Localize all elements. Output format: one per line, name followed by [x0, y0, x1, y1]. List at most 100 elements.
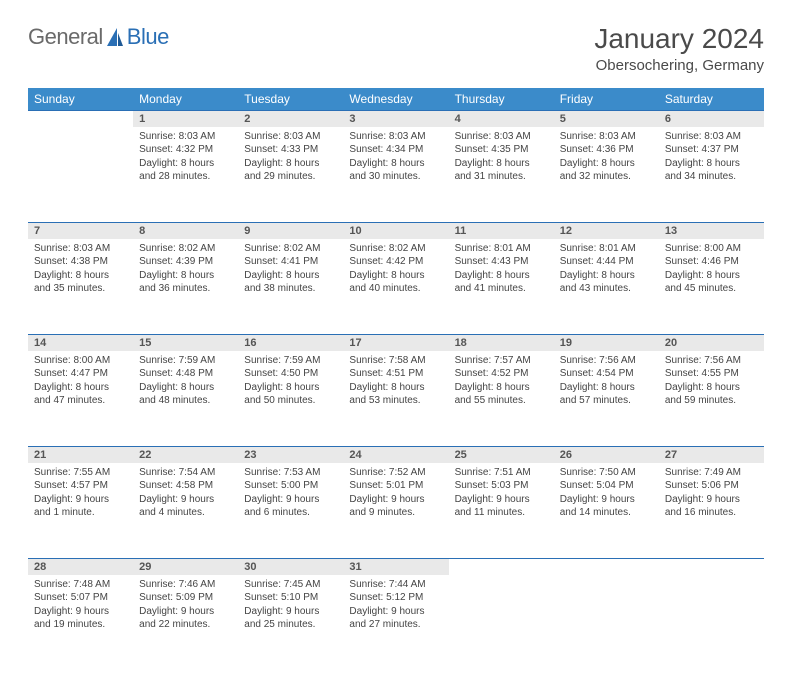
daylight-line: Daylight: 8 hours: [560, 381, 653, 395]
day-content-row: Sunrise: 7:48 AMSunset: 5:07 PMDaylight:…: [28, 575, 764, 670]
daylight-line: and 41 minutes.: [455, 282, 548, 296]
day-cell: Sunrise: 8:03 AMSunset: 4:36 PMDaylight:…: [554, 127, 659, 223]
day-cell: Sunrise: 7:56 AMSunset: 4:55 PMDaylight:…: [659, 351, 764, 447]
day-number-cell: 1: [133, 110, 238, 127]
daylight-line: Daylight: 8 hours: [244, 157, 337, 171]
day-number-row: 14151617181920: [28, 334, 764, 351]
day-cell: Sunrise: 8:03 AMSunset: 4:35 PMDaylight:…: [449, 127, 554, 223]
sunset-line: Sunset: 4:35 PM: [455, 143, 548, 157]
day-number-cell: 14: [28, 334, 133, 351]
daylight-line: Daylight: 8 hours: [455, 157, 548, 171]
daylight-line: and 1 minute.: [34, 506, 127, 520]
daylight-line: and 16 minutes.: [665, 506, 758, 520]
sunrise-line: Sunrise: 7:48 AM: [34, 578, 127, 592]
day-number-cell: 16: [238, 334, 343, 351]
sunrise-line: Sunrise: 8:02 AM: [139, 242, 232, 256]
daylight-line: Daylight: 9 hours: [244, 493, 337, 507]
empty-day-cell: [449, 575, 554, 670]
sunrise-line: Sunrise: 8:01 AM: [455, 242, 548, 256]
daylight-line: Daylight: 8 hours: [455, 269, 548, 283]
sunset-line: Sunset: 5:06 PM: [665, 479, 758, 493]
sunset-line: Sunset: 4:58 PM: [139, 479, 232, 493]
daylight-line: and 34 minutes.: [665, 170, 758, 184]
day-number-cell: 31: [343, 558, 448, 575]
sunset-line: Sunset: 4:55 PM: [665, 367, 758, 381]
day-number-cell: 10: [343, 222, 448, 239]
day-content-row: Sunrise: 8:03 AMSunset: 4:38 PMDaylight:…: [28, 239, 764, 335]
day-header: Tuesday: [238, 88, 343, 111]
day-cell: Sunrise: 7:48 AMSunset: 5:07 PMDaylight:…: [28, 575, 133, 670]
day-number-cell: 11: [449, 222, 554, 239]
day-number-cell: 23: [238, 446, 343, 463]
sunrise-line: Sunrise: 7:44 AM: [349, 578, 442, 592]
logo-sail-icon: [105, 26, 125, 48]
day-cell: Sunrise: 8:00 AMSunset: 4:46 PMDaylight:…: [659, 239, 764, 335]
day-number-cell: 19: [554, 334, 659, 351]
daylight-line: Daylight: 8 hours: [665, 269, 758, 283]
day-cell: Sunrise: 7:50 AMSunset: 5:04 PMDaylight:…: [554, 463, 659, 559]
calendar-table: SundayMondayTuesdayWednesdayThursdayFrid…: [28, 88, 764, 670]
sunrise-line: Sunrise: 8:03 AM: [665, 130, 758, 144]
daylight-line: Daylight: 9 hours: [34, 493, 127, 507]
sunset-line: Sunset: 4:44 PM: [560, 255, 653, 269]
sunrise-line: Sunrise: 7:59 AM: [139, 354, 232, 368]
daylight-line: and 22 minutes.: [139, 618, 232, 632]
sunrise-line: Sunrise: 7:56 AM: [560, 354, 653, 368]
day-cell: Sunrise: 8:03 AMSunset: 4:32 PMDaylight:…: [133, 127, 238, 223]
sunset-line: Sunset: 4:34 PM: [349, 143, 442, 157]
sunrise-line: Sunrise: 8:03 AM: [349, 130, 442, 144]
sunset-line: Sunset: 5:04 PM: [560, 479, 653, 493]
sunrise-line: Sunrise: 7:45 AM: [244, 578, 337, 592]
daylight-line: Daylight: 8 hours: [665, 381, 758, 395]
daylight-line: and 50 minutes.: [244, 394, 337, 408]
day-number-cell: 8: [133, 222, 238, 239]
day-number-cell: 28: [28, 558, 133, 575]
daylight-line: Daylight: 9 hours: [560, 493, 653, 507]
sunset-line: Sunset: 4:43 PM: [455, 255, 548, 269]
daylight-line: and 48 minutes.: [139, 394, 232, 408]
location-label: Obersochering, Germany: [594, 57, 764, 74]
daylight-line: and 31 minutes.: [455, 170, 548, 184]
calendar-page: General Blue January 2024 Obersochering,…: [0, 0, 792, 694]
day-number-cell: 30: [238, 558, 343, 575]
sunset-line: Sunset: 4:47 PM: [34, 367, 127, 381]
day-cell: Sunrise: 7:55 AMSunset: 4:57 PMDaylight:…: [28, 463, 133, 559]
empty-number-cell: [659, 558, 764, 575]
daylight-line: Daylight: 8 hours: [139, 269, 232, 283]
day-cell: Sunrise: 8:03 AMSunset: 4:38 PMDaylight:…: [28, 239, 133, 335]
daylight-line: Daylight: 8 hours: [34, 269, 127, 283]
day-number-cell: 27: [659, 446, 764, 463]
sunset-line: Sunset: 5:07 PM: [34, 591, 127, 605]
sunrise-line: Sunrise: 7:58 AM: [349, 354, 442, 368]
sunset-line: Sunset: 4:37 PM: [665, 143, 758, 157]
sunrise-line: Sunrise: 7:57 AM: [455, 354, 548, 368]
daylight-line: and 57 minutes.: [560, 394, 653, 408]
sunset-line: Sunset: 4:38 PM: [34, 255, 127, 269]
day-number-cell: 24: [343, 446, 448, 463]
day-header: Saturday: [659, 88, 764, 111]
day-header: Wednesday: [343, 88, 448, 111]
daylight-line: Daylight: 9 hours: [665, 493, 758, 507]
day-number-cell: 18: [449, 334, 554, 351]
daylight-line: Daylight: 8 hours: [560, 269, 653, 283]
day-cell: Sunrise: 8:02 AMSunset: 4:42 PMDaylight:…: [343, 239, 448, 335]
day-cell: Sunrise: 7:59 AMSunset: 4:48 PMDaylight:…: [133, 351, 238, 447]
daylight-line: Daylight: 8 hours: [455, 381, 548, 395]
sunset-line: Sunset: 4:36 PM: [560, 143, 653, 157]
sunset-line: Sunset: 5:09 PM: [139, 591, 232, 605]
sunrise-line: Sunrise: 8:03 AM: [244, 130, 337, 144]
day-number-cell: 26: [554, 446, 659, 463]
sunset-line: Sunset: 4:46 PM: [665, 255, 758, 269]
daylight-line: Daylight: 8 hours: [34, 381, 127, 395]
sunrise-line: Sunrise: 7:46 AM: [139, 578, 232, 592]
daylight-line: and 9 minutes.: [349, 506, 442, 520]
day-cell: Sunrise: 7:53 AMSunset: 5:00 PMDaylight:…: [238, 463, 343, 559]
empty-number-cell: [449, 558, 554, 575]
day-number-cell: 15: [133, 334, 238, 351]
day-cell: Sunrise: 7:49 AMSunset: 5:06 PMDaylight:…: [659, 463, 764, 559]
day-number-cell: 12: [554, 222, 659, 239]
day-number-cell: 9: [238, 222, 343, 239]
daylight-line: Daylight: 8 hours: [349, 269, 442, 283]
sunrise-line: Sunrise: 7:50 AM: [560, 466, 653, 480]
day-number-row: 28293031: [28, 558, 764, 575]
